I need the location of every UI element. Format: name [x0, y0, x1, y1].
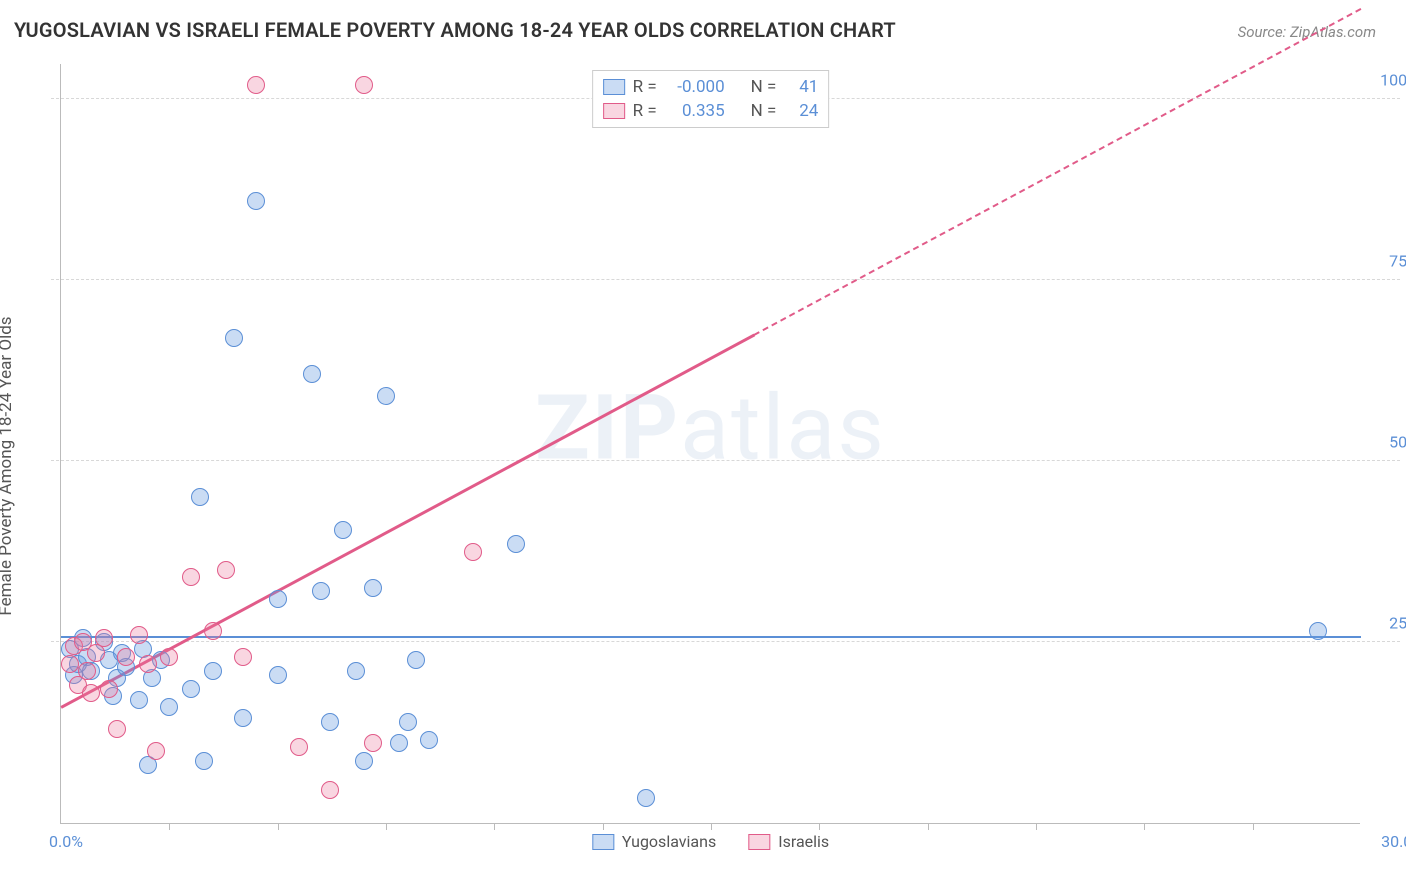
data-point	[347, 662, 365, 680]
data-point	[321, 713, 339, 731]
legend-r-label: R =	[633, 101, 657, 121]
data-point	[321, 781, 339, 799]
data-point	[464, 543, 482, 561]
data-point	[225, 329, 243, 347]
x-tick	[603, 823, 604, 830]
data-point	[117, 648, 135, 666]
plot-area: ZIPatlas R =-0.000N =41R =0.335N =24 0.0…	[60, 64, 1360, 824]
data-point	[377, 387, 395, 405]
legend-swatch	[603, 79, 625, 95]
data-point	[130, 691, 148, 709]
legend-n-label: N =	[751, 101, 777, 121]
data-point	[130, 626, 148, 644]
data-point	[312, 582, 330, 600]
legend-row: R = 0.335 N = 24	[603, 99, 819, 123]
legend-n-value: 24	[784, 101, 818, 121]
data-point	[191, 488, 209, 506]
legend-r-value: -0.000	[665, 77, 725, 97]
x-axis-max-label: 30.0%	[1381, 832, 1406, 851]
legend-row: R = -0.000 N = 41	[603, 75, 819, 99]
legend-item: Israelis	[748, 832, 829, 851]
legend-n-label: N =	[751, 77, 777, 97]
x-tick	[1253, 823, 1254, 830]
data-point	[269, 666, 287, 684]
data-point	[108, 720, 126, 738]
legend-swatch	[748, 834, 770, 850]
data-point	[100, 680, 118, 698]
trend-line	[61, 636, 1361, 639]
legend-swatch	[592, 834, 614, 850]
x-tick	[169, 823, 170, 830]
x-tick	[819, 823, 820, 830]
trend-line	[754, 8, 1362, 336]
data-point	[147, 742, 165, 760]
data-point	[217, 561, 235, 579]
data-point	[139, 655, 157, 673]
legend-item: Yugoslavians	[592, 832, 716, 851]
data-point	[234, 709, 252, 727]
chart-container: Female Poverty Among 18-24 Year Olds ZIP…	[14, 54, 1392, 878]
legend-r-label: R =	[633, 77, 657, 97]
x-tick	[711, 823, 712, 830]
data-point	[399, 713, 417, 731]
chart-title: YUGOSLAVIAN VS ISRAELI FEMALE POVERTY AM…	[14, 18, 896, 42]
correlation-legend: R = -0.000 N = 41 R = 0.335 N = 24	[592, 70, 830, 128]
legend-n-value: 41	[784, 77, 818, 97]
x-tick	[278, 823, 279, 830]
data-point	[204, 622, 222, 640]
data-point	[334, 521, 352, 539]
data-point	[78, 662, 96, 680]
data-point	[182, 568, 200, 586]
data-point	[364, 579, 382, 597]
legend-series-name: Israelis	[778, 832, 829, 851]
gridline	[51, 641, 1400, 642]
data-point	[407, 651, 425, 669]
data-point	[390, 734, 408, 752]
y-tick-label: 75.0%	[1389, 252, 1406, 271]
legend-swatch	[603, 103, 625, 119]
x-axis-origin-label: 0.0%	[49, 832, 83, 851]
data-point	[195, 752, 213, 770]
y-tick-label: 50.0%	[1389, 433, 1406, 452]
series-legend: Yugoslavians Israelis	[592, 832, 829, 851]
data-point	[234, 648, 252, 666]
data-point	[160, 648, 178, 666]
data-point	[82, 684, 100, 702]
data-point	[303, 365, 321, 383]
data-point	[355, 76, 373, 94]
data-point	[364, 734, 382, 752]
data-point	[290, 738, 308, 756]
gridline	[51, 279, 1400, 280]
x-tick	[928, 823, 929, 830]
y-tick-label: 100.0%	[1380, 71, 1406, 90]
y-tick-label: 25.0%	[1389, 614, 1406, 633]
data-point	[1309, 622, 1327, 640]
data-point	[507, 535, 525, 553]
data-point	[204, 662, 222, 680]
y-axis-label: Female Poverty Among 18-24 Year Olds	[0, 316, 16, 615]
data-point	[247, 192, 265, 210]
x-tick	[1036, 823, 1037, 830]
x-tick	[494, 823, 495, 830]
x-tick	[1144, 823, 1145, 830]
x-tick	[386, 823, 387, 830]
watermark: ZIPatlas	[535, 376, 886, 481]
data-point	[247, 76, 265, 94]
data-point	[355, 752, 373, 770]
legend-r-value: 0.335	[665, 101, 725, 121]
data-point	[160, 698, 178, 716]
data-point	[61, 655, 79, 673]
data-point	[182, 680, 200, 698]
data-point	[420, 731, 438, 749]
legend-series-name: Yugoslavians	[622, 832, 716, 851]
data-point	[637, 789, 655, 807]
data-point	[95, 629, 113, 647]
data-point	[269, 590, 287, 608]
